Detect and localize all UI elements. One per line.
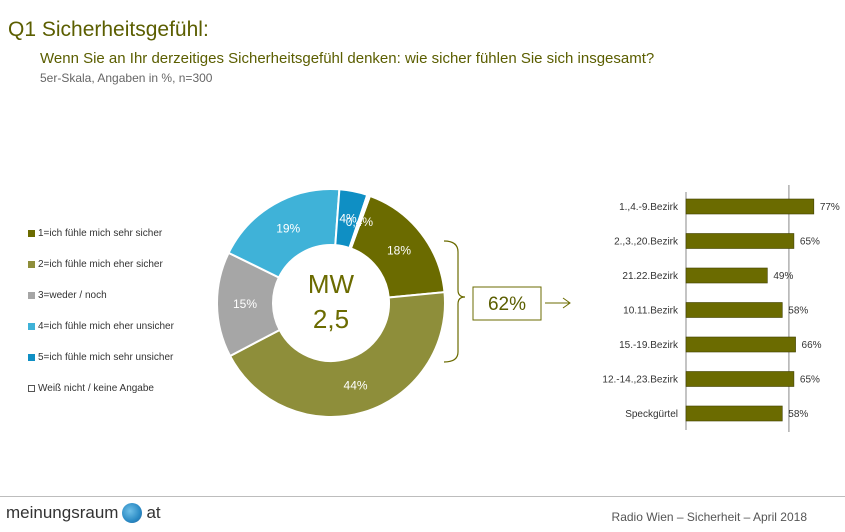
page-title: Q1 Sicherheitsgefühl: [8, 18, 209, 41]
globe-icon [122, 503, 143, 523]
legend-label: 2=ich fühle mich eher sicher [38, 259, 163, 270]
bar-category-label: 12.-14.,23.Bezirk [602, 375, 679, 386]
donut-slice-label: 15% [233, 297, 257, 311]
donut-slice [228, 291, 446, 418]
legend-item: 2=ich fühle mich eher sicher [28, 249, 174, 280]
arrow-head [562, 297, 571, 309]
bar-value-label: 65% [800, 237, 820, 248]
bar [685, 336, 796, 353]
bar-value-label: 49% [773, 271, 793, 282]
legend-swatch [28, 354, 35, 361]
donut-slice [216, 251, 281, 358]
footer-divider [0, 496, 845, 497]
top2-value: 62% [488, 294, 526, 315]
bar [685, 405, 783, 422]
legend-item: 5=ich fühle mich sehr unsicher [28, 342, 174, 373]
donut-slice-label: 0,4% [346, 215, 374, 229]
bar [685, 371, 795, 387]
legend-item: 3=weder / noch [28, 280, 174, 311]
legend-swatch [28, 323, 35, 330]
bar-category-label: Speckgürtel [625, 409, 678, 420]
bar-category-label: 1.,4.-9.Bezirk [619, 202, 679, 213]
bar-value-label: 58% [788, 409, 808, 420]
bar-category-label: 21.22.Bezirk [622, 271, 679, 282]
bar-category-label: 15.-19.Bezirk [619, 340, 679, 351]
legend-item: 4=ich fühle mich eher unsicher [28, 311, 174, 342]
bar [685, 233, 795, 249]
donut-slice-label: 44% [344, 378, 368, 392]
subtitle-text: 5er-Skala, Angaben in %, n=300 [40, 71, 213, 85]
bar-category-label: 2.,3.,20.Bezirk [614, 237, 679, 248]
bar-value-label: 77% [820, 202, 840, 213]
legend-label: 1=ich fühle mich sehr sicher [38, 228, 163, 239]
top2-bracket [443, 240, 466, 363]
legend-swatch [28, 292, 35, 299]
bar-category-label: 10.11.Bezirk [623, 306, 679, 317]
donut-slice [348, 193, 372, 250]
donut-slice [227, 188, 341, 279]
bar [685, 302, 783, 318]
legend-swatch [28, 385, 35, 392]
legend-swatch [28, 261, 35, 268]
donut-slice-label: 18% [387, 243, 411, 257]
legend-label: Weiß nicht / keine Angabe [38, 383, 154, 394]
donut-slice-label: 19% [276, 221, 300, 235]
legend-swatch [28, 230, 35, 237]
legend-item: 1=ich fühle mich sehr sicher [28, 218, 174, 249]
logo-text: meinungsraum [6, 503, 119, 522]
donut-slice [349, 194, 446, 299]
legend-label: 4=ich fühle mich eher unsicher [38, 321, 174, 332]
footer-source: Radio Wien – Sicherheit – April 2018 [611, 510, 807, 524]
bar-value-label: 65% [800, 375, 820, 386]
legend-label: 3=weder / noch [38, 290, 107, 301]
bar-value-label: 58% [788, 306, 808, 317]
donut-legend: 1=ich fühle mich sehr sicher 2=ich fühle… [28, 218, 174, 404]
donut-center-label: MW [308, 269, 355, 299]
bar-value-label: 66% [802, 340, 822, 351]
donut-slice [334, 188, 369, 250]
legend-item: Weiß nicht / keine Angabe [28, 373, 174, 404]
legend-label: 5=ich fühle mich sehr unsicher [38, 352, 174, 363]
brand-logo: meinungsraum at [6, 503, 161, 523]
donut-center-value: 2,5 [313, 304, 349, 334]
donut-slice-label: 4% [339, 212, 357, 226]
question-text: Wenn Sie an Ihr derzeitiges Sicherheitsg… [40, 50, 655, 67]
logo-suffix: at [146, 503, 161, 522]
bar [685, 198, 815, 215]
bar [685, 267, 768, 284]
top2-box [472, 286, 542, 321]
